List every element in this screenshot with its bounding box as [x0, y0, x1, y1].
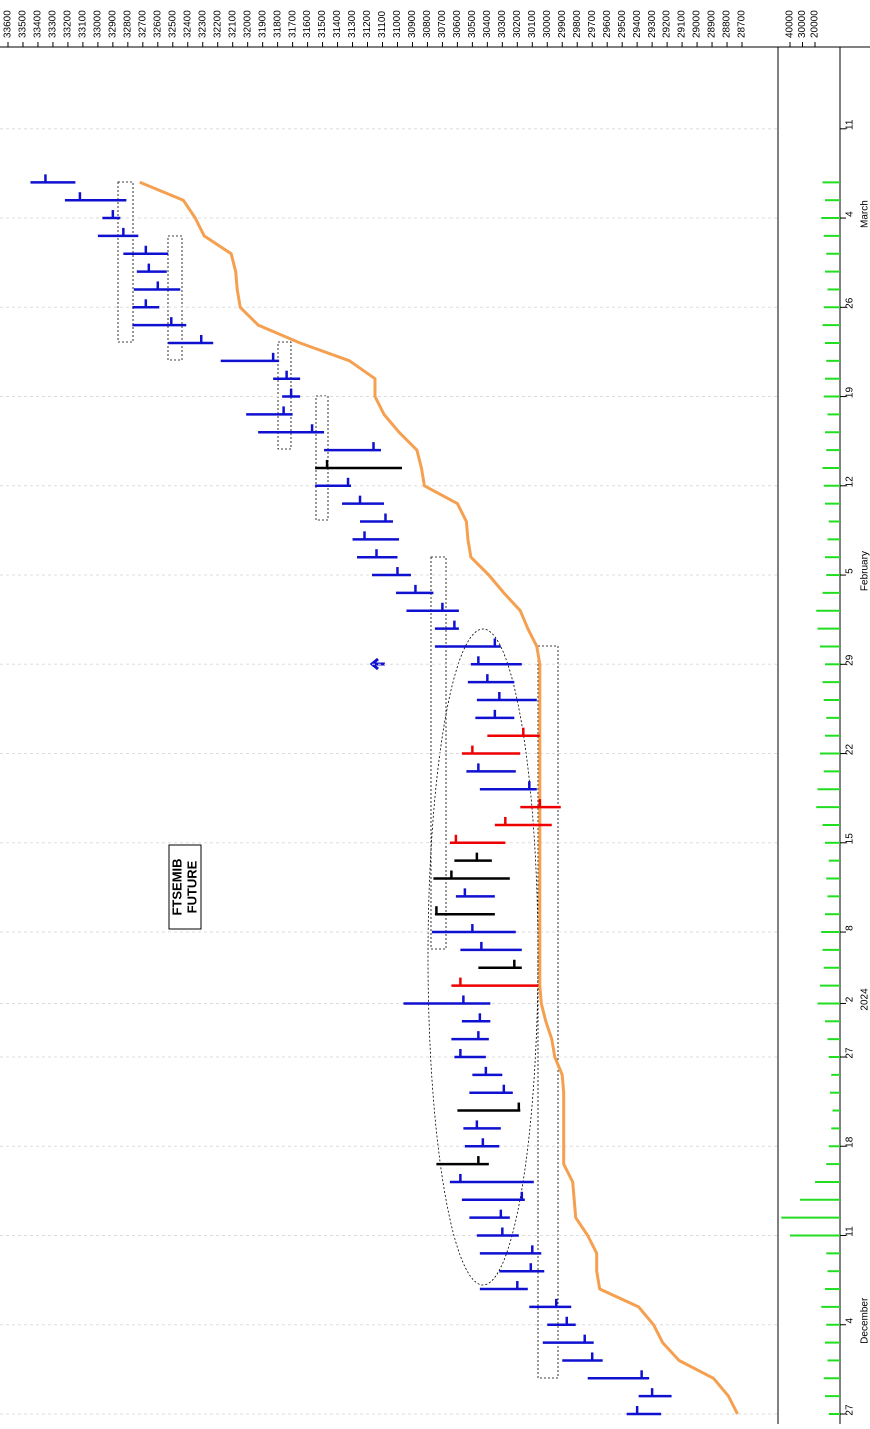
- price-tick-label: 30300: [497, 10, 508, 38]
- price-tick-label: 29700: [587, 10, 598, 38]
- chart-title: FTSEMIB: [169, 858, 184, 915]
- date-label: 4: [845, 211, 856, 217]
- price-tick-label: 32700: [137, 10, 148, 38]
- price-tick-label: 31700: [287, 10, 298, 38]
- price-tick-label: 32900: [107, 10, 118, 38]
- annotation-box: [315, 395, 329, 521]
- price-tick-label: 32200: [212, 10, 223, 38]
- price-tick-label: 31800: [272, 10, 283, 38]
- price-tick-label: 28700: [737, 10, 748, 38]
- price-tick-label: 29400: [632, 10, 643, 38]
- date-label: 2: [845, 996, 856, 1002]
- period-label: December: [860, 1297, 870, 1344]
- period-label: March: [860, 200, 870, 228]
- price-tick-label: 33600: [3, 10, 14, 38]
- price-tick-label: 30900: [407, 10, 418, 38]
- price-tick-label: 29200: [662, 10, 673, 38]
- date-label: 12: [845, 476, 856, 488]
- price-tick-label: 33000: [93, 10, 104, 38]
- price-tick-label: 32000: [242, 10, 253, 38]
- date-label: 11: [845, 119, 856, 130]
- price-tick-label: 33200: [63, 10, 74, 38]
- price-tick-label: 29000: [692, 10, 703, 38]
- annotation-box: [537, 645, 559, 1379]
- price-tick-label: 28800: [722, 10, 733, 38]
- price-tick-label: 33400: [33, 10, 44, 38]
- date-label: 27: [845, 1047, 856, 1059]
- annotation-box: [167, 235, 183, 361]
- price-tick-label: 32800: [122, 10, 133, 38]
- price-tick-label: 30500: [467, 10, 478, 38]
- price-tick-label: 29800: [572, 10, 583, 38]
- price-tick-label: 32100: [227, 10, 238, 38]
- price-tick-label: 28900: [707, 10, 718, 38]
- price-tick-label: 32500: [167, 10, 178, 38]
- volume-tick-label: 30000: [797, 10, 808, 38]
- price-tick-label: 31000: [392, 10, 403, 38]
- chart-title: FUTURE: [184, 860, 199, 913]
- volume-tick-label: 20000: [810, 10, 821, 38]
- period-label: February: [860, 551, 870, 591]
- date-label: 5: [845, 568, 856, 574]
- price-tick-label: 31200: [362, 10, 373, 38]
- price-tick-label: 29600: [602, 10, 613, 38]
- volume-tick-label: 40000: [785, 10, 796, 38]
- price-tick-label: 29100: [677, 10, 688, 38]
- price-tick-label: 30700: [437, 10, 448, 38]
- annotation-box: [430, 556, 447, 950]
- date-label: 19: [845, 387, 856, 399]
- price-tick-label: 33100: [78, 10, 89, 38]
- moving-average-line: [139, 180, 739, 1415]
- date-label: 29: [845, 654, 856, 666]
- price-tick-label: 30800: [422, 10, 433, 38]
- price-tick-label: 33300: [48, 10, 59, 38]
- price-tick-label: 30200: [512, 10, 523, 38]
- period-label: 2024: [860, 988, 870, 1011]
- price-tick-label: 31500: [317, 10, 328, 38]
- price-tick-label: 30100: [527, 10, 538, 38]
- price-tick-label: 31900: [257, 10, 268, 38]
- price-tick-label: 31400: [332, 10, 343, 38]
- price-tick-label: 33500: [18, 10, 29, 38]
- price-tick-label: 32600: [152, 10, 163, 38]
- date-label: 27: [845, 1404, 856, 1416]
- price-tick-label: 31600: [302, 10, 313, 38]
- annotations: [117, 181, 559, 1379]
- date-label: 4: [845, 1318, 856, 1324]
- price-tick-label: 29500: [617, 10, 628, 38]
- price-tick-label: 29900: [557, 10, 568, 38]
- title-box: [168, 844, 202, 930]
- date-label: 26: [845, 297, 856, 309]
- date-label: 15: [845, 833, 856, 845]
- price-tick-label: 31100: [377, 10, 388, 38]
- price-tick-label: 31300: [347, 10, 358, 38]
- annotation-box: [117, 181, 134, 343]
- date-label: 22: [845, 744, 856, 756]
- date-label: 18: [845, 1136, 856, 1148]
- price-tick-label: 29300: [647, 10, 658, 38]
- date-label: 8: [845, 925, 856, 931]
- annotation-ellipse: [427, 628, 539, 1286]
- price-tick-label: 32300: [197, 10, 208, 38]
- price-tick-label: 30000: [542, 10, 553, 38]
- price-tick-label: 30400: [482, 10, 493, 38]
- price-tick-label: 30600: [452, 10, 463, 38]
- price-tick-label: 32400: [182, 10, 193, 38]
- date-label: 11: [845, 1226, 856, 1237]
